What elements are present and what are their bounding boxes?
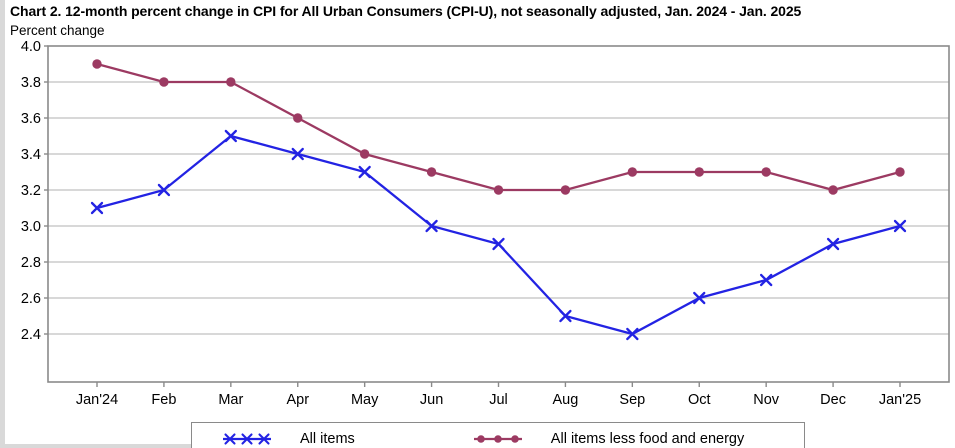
plot-frame xyxy=(47,45,950,383)
svg-text:Jan'24: Jan'24 xyxy=(76,392,118,408)
y-axis-title: Percent change xyxy=(10,23,105,38)
gridlines xyxy=(48,81,949,335)
svg-text:3.6: 3.6 xyxy=(21,111,41,127)
legend: All items All items less food and energy xyxy=(191,422,805,448)
legend-label-all-items: All items xyxy=(300,431,355,447)
svg-text:Oct: Oct xyxy=(688,392,711,408)
svg-text:3.0: 3.0 xyxy=(21,219,41,235)
svg-text:May: May xyxy=(351,392,379,408)
svg-text:Nov: Nov xyxy=(753,392,780,408)
svg-text:2.4: 2.4 xyxy=(21,327,41,343)
svg-text:Dec: Dec xyxy=(820,392,846,408)
svg-text:Feb: Feb xyxy=(151,392,176,408)
series-core xyxy=(92,59,905,195)
svg-text:3.8: 3.8 xyxy=(21,75,41,91)
svg-text:Apr: Apr xyxy=(286,392,309,408)
core-line-sample-icon xyxy=(473,435,522,443)
svg-text:3.2: 3.2 xyxy=(21,183,41,199)
svg-text:Jul: Jul xyxy=(489,392,508,408)
svg-text:Jun: Jun xyxy=(420,392,443,408)
plot-area: 4.0 3.8 3.6 3.4 3.2 3.0 2.8 2.6 2.4 Jan'24 Feb Mar A… xyxy=(21,39,950,408)
x-axis-ticks: Jan'24 Feb Mar Apr May Jun Jul Aug Sep Oct Nov Dec J… xyxy=(76,382,921,408)
svg-text:Jan'25: Jan'25 xyxy=(879,392,921,408)
svg-text:2.6: 2.6 xyxy=(21,291,41,307)
legend-item-all-items: All items xyxy=(222,431,355,447)
svg-text:Aug: Aug xyxy=(553,392,579,408)
left-edge-decoration xyxy=(0,0,5,448)
svg-text:Mar: Mar xyxy=(218,392,243,408)
svg-text:2.8: 2.8 xyxy=(21,255,41,271)
chart-title: Chart 2. 12-month percent change in CPI … xyxy=(10,3,802,19)
y-axis-ticks: 4.0 3.8 3.6 3.4 3.2 3.0 2.8 2.6 2.4 xyxy=(21,39,48,343)
svg-text:3.4: 3.4 xyxy=(21,147,41,163)
series-all-items xyxy=(90,129,907,341)
svg-text:Sep: Sep xyxy=(619,392,645,408)
all-items-line-sample-icon xyxy=(223,433,271,445)
legend-label-core: All items less food and energy xyxy=(550,431,745,447)
legend-item-core: All items less food and energy xyxy=(473,431,744,447)
svg-text:4.0: 4.0 xyxy=(21,39,41,55)
